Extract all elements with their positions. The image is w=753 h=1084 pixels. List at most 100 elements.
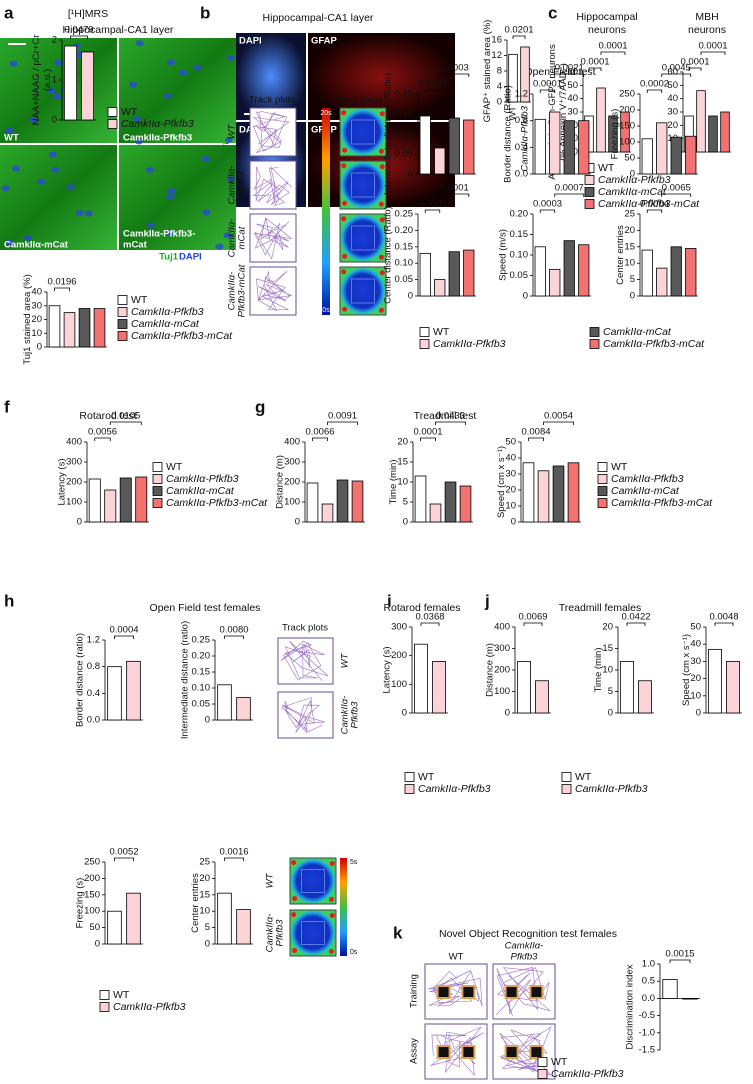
heat-spot [342,253,348,259]
y-tick-label: -0.5 [639,1010,655,1021]
y-tick-label: 40 [31,287,42,298]
y-tick-label: 30 [31,300,42,311]
colorbar [340,858,347,956]
track-path [281,697,325,734]
colorbar-label: 5s [350,859,358,866]
heat-spot [342,147,348,153]
y-tick-label: 300 [284,457,300,468]
p-value: 0.0479 [64,25,93,36]
track-path [499,1026,552,1076]
y-tick-label: 15 [624,241,635,252]
comparison-bracket [700,51,726,55]
object [461,985,476,999]
bar [534,246,546,297]
y-tick-label: 0 [505,708,510,719]
panel-title: [¹H]MRS [68,8,108,20]
y-tick-label: 0.4 [515,142,528,153]
p-value: 0.0001 [680,57,709,68]
heat-map [339,266,387,316]
comparison-bracket [424,209,441,213]
y-tick-label: 0.15 [395,109,414,120]
legend-swatch [107,107,118,117]
nucleus [193,64,202,71]
legend-swatch [597,498,608,508]
bar [419,115,431,175]
bar [414,475,427,523]
legend-label: CamkIIα-mCat [598,186,667,198]
bar [726,661,740,714]
y-tick-label: 50 [667,80,678,91]
row-label: CamkIIα- [227,219,238,258]
p-value: 0.0001 [418,79,447,90]
bar [63,312,76,348]
comparison-bracket [523,622,543,626]
bar [48,305,61,348]
y-tick-label: 0 [608,708,613,719]
object [436,1045,451,1059]
y-tick-label: 10 [690,690,701,701]
y-axis-label: Time (min) [593,647,604,692]
y-tick-label: 10 [602,665,613,676]
object [529,985,544,999]
y-tick-label: 0 [402,708,407,719]
track-path [252,110,290,154]
y-tick-label: 400 [66,437,82,448]
y-tick-label: 0 [52,115,57,126]
y-axis-label: Freezing (s) [610,109,621,160]
panel-letter: b [200,3,210,22]
y-tick-label: 0.25 [192,635,211,646]
legend-swatch [597,462,608,472]
y-tick-label: 0 [95,939,100,950]
y-tick-label: 40 [567,93,578,104]
track-path [256,270,293,312]
heat-spot [329,861,335,867]
y-axis-label: Center entries [190,873,201,933]
y-tick-label: 250 [84,857,100,868]
track-path [280,640,329,681]
legend-swatch [419,339,430,349]
y-axis-label: Intermediate distance (ratio) [179,621,190,739]
panel-letter: f [4,397,10,416]
y-tick-label: 0.20 [192,651,211,662]
p-value: 0.0056 [88,427,117,438]
bar [656,122,668,175]
y-tick-label: 0.15 [395,241,414,252]
bar [520,46,530,103]
bar [135,476,148,523]
y-tick-label: 300 [391,622,407,633]
bar [463,249,475,297]
y-tick-label: 100 [84,906,100,917]
bar [696,90,706,153]
bar [670,246,682,297]
y-tick-label: 150 [84,889,100,900]
p-value: 0.0048 [709,612,738,623]
bar [63,45,78,121]
bar [414,643,428,714]
bar [549,268,561,297]
panel-letter: g [255,397,265,416]
y-tick-label: 5 [205,922,210,933]
y-tick-label: 10 [397,477,408,488]
heat-spot [379,164,385,170]
y-tick-label: 0.20 [395,225,414,236]
comparison-bracket [661,73,692,77]
column-label: WT [449,952,464,963]
y-axis-label: Speed (cm x s⁻¹) [496,446,507,518]
y-tick-label: 20 [397,437,408,448]
comparison-bracket [512,35,526,39]
y-tick-label: 50 [89,922,100,933]
nucleus [54,59,63,66]
legend-label: CamkIIα-Pfkfb3 [598,174,671,186]
heat-map [339,213,387,263]
heat-spot [342,306,348,312]
comparison-bracket [424,89,441,93]
bar [448,251,460,297]
y-tick-label: 300 [494,643,510,654]
micrograph [119,38,236,143]
p-value: 0.0368 [415,612,444,623]
legend-label: WT [113,989,130,1001]
nucleus [129,81,138,88]
nucleus [84,210,93,217]
y-axis-label: Distance (m) [485,643,496,697]
y-tick-label: 16 [491,35,502,46]
